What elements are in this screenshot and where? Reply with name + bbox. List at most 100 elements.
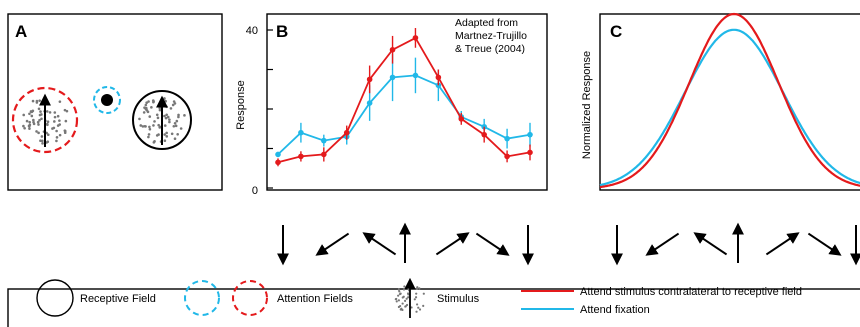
stimulus-dot <box>163 139 167 143</box>
stimulus-dot <box>64 119 68 123</box>
stimulus-dot <box>144 103 148 107</box>
data-point <box>412 72 419 79</box>
stimulus-dot <box>32 120 35 124</box>
panel-a: A <box>7 13 223 191</box>
panel-b-note-line-3: & Treue (2004) <box>455 43 525 55</box>
stimulus-dot <box>415 292 418 295</box>
legend-receptive-field-label: Receptive Field <box>80 293 156 305</box>
stimulus-dot <box>158 104 162 108</box>
stimulus-dot <box>407 296 410 299</box>
direction-arrow-down-left <box>645 232 680 256</box>
stimulus-dot <box>28 120 31 124</box>
stimulus-dot <box>395 297 398 301</box>
stimulus-dot <box>63 108 67 112</box>
stimulus-dot <box>410 306 413 309</box>
stimulus-dot <box>145 108 149 112</box>
stimulus-dot <box>402 288 406 291</box>
data-point <box>504 135 510 142</box>
stimulus-dot <box>28 123 32 127</box>
stimulus-dot <box>399 308 402 311</box>
stimulus-dot <box>418 287 421 290</box>
stimulus-dot <box>173 121 177 125</box>
stimulus-dot <box>41 139 44 143</box>
stimulus-dot <box>35 99 39 103</box>
stimulus-dot <box>58 100 62 103</box>
panel-b: B Adapted from Martnez-Trujillo & Treue … <box>235 13 548 197</box>
stimulus-dot <box>55 136 59 139</box>
panel-c: C Normalized Response <box>581 12 860 191</box>
stimulus-dot <box>165 113 168 117</box>
stimulus-dot <box>51 127 54 130</box>
stimulus-dot <box>172 124 176 128</box>
attended-stimulus <box>11 86 79 154</box>
attention-field-red <box>11 86 79 154</box>
stimulus-dot <box>169 107 173 110</box>
stimulus-dot <box>164 116 168 120</box>
stimulus-dot <box>159 125 162 129</box>
stimulus-dot <box>170 132 174 136</box>
receptive-field-stimulus <box>132 90 192 150</box>
panel-c-direction-arrows <box>611 222 860 266</box>
stimulus-dot <box>403 299 407 302</box>
stimulus-dot <box>55 139 58 143</box>
stimulus-dot <box>30 114 34 118</box>
legend-receptive-field-icon <box>36 279 74 317</box>
stimulus-dot <box>148 127 152 131</box>
legend-attention-field-red-icon <box>232 280 268 316</box>
stimulus-dot <box>40 117 43 121</box>
data-point <box>527 149 533 156</box>
stimulus-dot <box>174 124 178 128</box>
data-point <box>389 74 396 81</box>
direction-arrow-up-left <box>362 232 397 256</box>
stimulus-dot <box>163 97 166 100</box>
stimulus-dot <box>163 124 167 127</box>
stimulus-dot <box>23 126 26 130</box>
stimulus-dot <box>148 125 151 129</box>
stimulus-dot <box>398 292 402 296</box>
direction-arrow-down-right <box>475 232 510 256</box>
data-point <box>343 129 350 136</box>
panel-c-y-label: Normalized Response <box>581 51 593 159</box>
legend-attention-fields-label: Attention Fields <box>277 293 353 305</box>
stimulus-dot <box>139 124 143 127</box>
stimulus-dot <box>22 124 25 128</box>
stimulus-dot <box>63 131 67 135</box>
stimulus-dot <box>41 142 44 145</box>
panel-a-letter: A <box>15 22 27 41</box>
stimulus-dot <box>168 120 171 124</box>
stimulus-dot <box>138 117 141 121</box>
stimulus-dot <box>35 130 38 133</box>
curve-attend_fixation <box>599 28 860 187</box>
direction-arrow-up-right <box>435 232 470 256</box>
stimulus-dot <box>45 110 49 113</box>
panel-c-plot <box>599 12 860 189</box>
stimulus-dot <box>155 113 159 117</box>
stimulus-dot <box>40 135 44 138</box>
stimulus-dot <box>179 127 183 130</box>
stimulus-dot <box>151 99 155 102</box>
data-point <box>458 116 465 122</box>
stimulus-dot <box>46 133 50 136</box>
stimulus-dot <box>177 113 180 117</box>
legend-stimulus-label: Stimulus <box>437 293 480 305</box>
stimulus-dot <box>56 124 60 127</box>
attention-field-blue <box>93 86 121 114</box>
stimulus-dot <box>37 131 40 135</box>
panel-b-note-line-1: Adapted from <box>455 17 518 29</box>
stimulus-dot <box>398 290 401 293</box>
legend-stimulus-icon <box>394 284 425 313</box>
panel-b-y-label: Response <box>235 80 247 130</box>
stimulus-dot <box>48 111 52 114</box>
stimulus-dot <box>143 106 146 109</box>
stimulus-dot <box>173 137 177 141</box>
stimulus-dot <box>39 139 42 143</box>
stimulus-dot <box>406 292 410 295</box>
legend-attention-field-blue-icon <box>184 280 220 316</box>
curve-attend_contralateral <box>599 12 860 189</box>
stimulus-dot <box>415 310 418 313</box>
stimulus-dot <box>397 288 400 291</box>
stimulus-dot <box>46 140 50 143</box>
stimulus-dot <box>145 101 148 104</box>
stimulus-dot <box>403 285 406 288</box>
series-line-attend_contralateral <box>277 36 531 164</box>
